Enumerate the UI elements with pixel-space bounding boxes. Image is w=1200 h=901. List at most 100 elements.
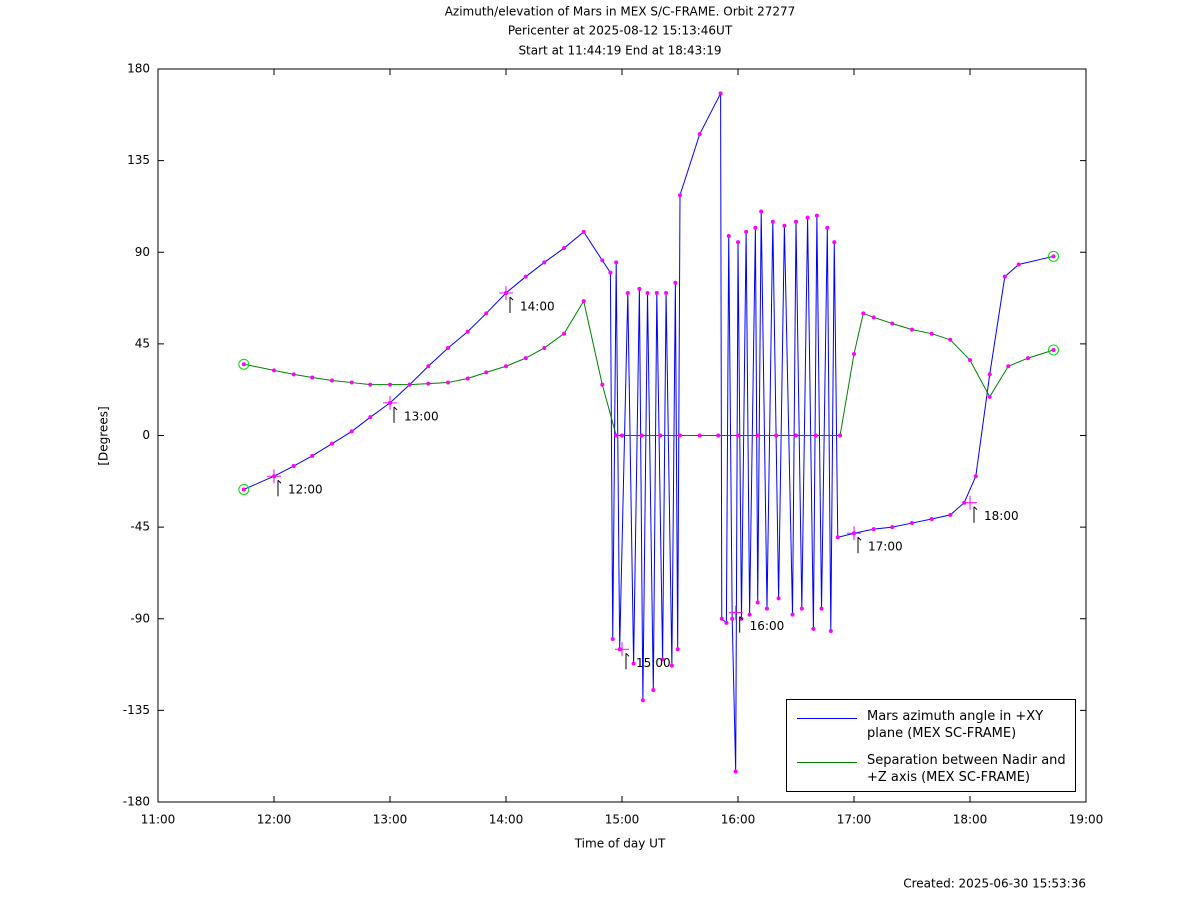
data-point [291, 464, 296, 469]
y-tick-label: -90 [130, 611, 150, 625]
data-point [890, 525, 895, 530]
x-tick-label: 13:00 [373, 813, 408, 827]
data-point [813, 433, 818, 438]
x-tick-label: 18:00 [953, 813, 988, 827]
data-point [241, 362, 246, 367]
data-point [736, 240, 740, 245]
data-point [426, 364, 431, 369]
data-point [446, 345, 450, 350]
y-tick-label: -180 [123, 795, 150, 809]
chart-title: Azimuth/elevation of Mars in MEX S/C-FRA… [445, 5, 796, 19]
data-point [910, 327, 914, 332]
data-point [484, 311, 489, 316]
y-tick-label: 0 [142, 428, 150, 442]
data-point [581, 229, 586, 234]
data-point [631, 661, 636, 666]
data-point [446, 380, 450, 385]
data-point [1016, 262, 1021, 267]
data-point [948, 512, 953, 517]
data-point [948, 337, 953, 342]
annotation-label: 16:00 [750, 619, 785, 633]
chart-subtitle: Start at 11:44:19 End at 18:43:19 [518, 44, 721, 58]
data-point [368, 415, 373, 420]
data-point [832, 240, 837, 245]
data-point [1051, 347, 1056, 352]
annotation-pointer [857, 536, 862, 541]
data-point [669, 663, 674, 668]
annotation-label: 13:00 [404, 409, 439, 423]
data-point [654, 290, 659, 295]
annotation-pointer [973, 506, 978, 511]
data-point [828, 628, 833, 633]
data-point [794, 433, 798, 438]
data-point [838, 433, 843, 438]
annotation-pointer [277, 479, 282, 484]
data-point [755, 433, 760, 438]
annotation-pointer [393, 406, 398, 411]
data-point [890, 321, 895, 326]
x-tick-label: 11:00 [141, 813, 176, 827]
data-point [658, 433, 663, 438]
endpoint-ring [238, 358, 250, 370]
legend-label: Separation between Nadir and +Z axis (ME… [867, 753, 1066, 785]
data-point [241, 487, 246, 492]
data-point [733, 769, 738, 774]
annotation-label: 15:00 [636, 656, 671, 670]
data-point [747, 612, 752, 617]
y-tick-label: -135 [123, 703, 150, 717]
annotation-label: 14:00 [520, 299, 555, 313]
legend-swatch [797, 762, 857, 763]
data-point [349, 429, 354, 434]
data-point [562, 331, 566, 336]
data-point [639, 433, 644, 438]
annotation-pointer [625, 652, 630, 657]
endpoint-ring [1048, 344, 1060, 356]
data-point [542, 260, 547, 265]
data-point [782, 223, 787, 228]
data-point [310, 375, 315, 380]
data-point [910, 521, 914, 526]
data-point [1026, 356, 1030, 361]
data-point [744, 229, 749, 234]
data-point [776, 596, 781, 601]
data-point [1006, 364, 1011, 369]
data-point [774, 433, 779, 438]
data-point [407, 382, 412, 387]
endpoint-ring [238, 483, 250, 495]
data-point [660, 657, 665, 662]
data-point [716, 433, 721, 438]
data-point [675, 647, 680, 652]
data-point [640, 698, 645, 703]
data-point [987, 372, 992, 377]
data-point [310, 453, 315, 458]
data-point [726, 233, 731, 238]
data-point [664, 290, 669, 295]
data-point [272, 368, 276, 373]
data-point [600, 258, 605, 263]
annotation-label: 12:00 [288, 483, 323, 497]
data-point [620, 433, 624, 438]
data-point [330, 441, 334, 446]
data-point [608, 270, 613, 275]
x-tick-label: 14:00 [489, 813, 524, 827]
legend: Mars azimuth angle in +XY plane (MEX SC-… [786, 699, 1076, 792]
data-point [697, 433, 702, 438]
data-point [811, 626, 816, 631]
data-point [871, 315, 876, 320]
data-point [562, 246, 566, 251]
data-point [610, 637, 615, 642]
data-point [625, 290, 630, 295]
data-point [794, 219, 798, 224]
x-tick-label: 12:00 [257, 813, 292, 827]
x-tick-label: 17:00 [837, 813, 872, 827]
data-point [523, 274, 528, 279]
data-point [724, 620, 729, 625]
y-axis-label: [Degrees] [97, 406, 111, 465]
data-point [600, 382, 605, 387]
legend-label: Mars azimuth angle in +XY plane (MEX SC-… [867, 709, 1044, 741]
data-point [637, 286, 642, 291]
data-point [968, 358, 972, 363]
data-point [678, 433, 682, 438]
data-point [330, 378, 334, 383]
